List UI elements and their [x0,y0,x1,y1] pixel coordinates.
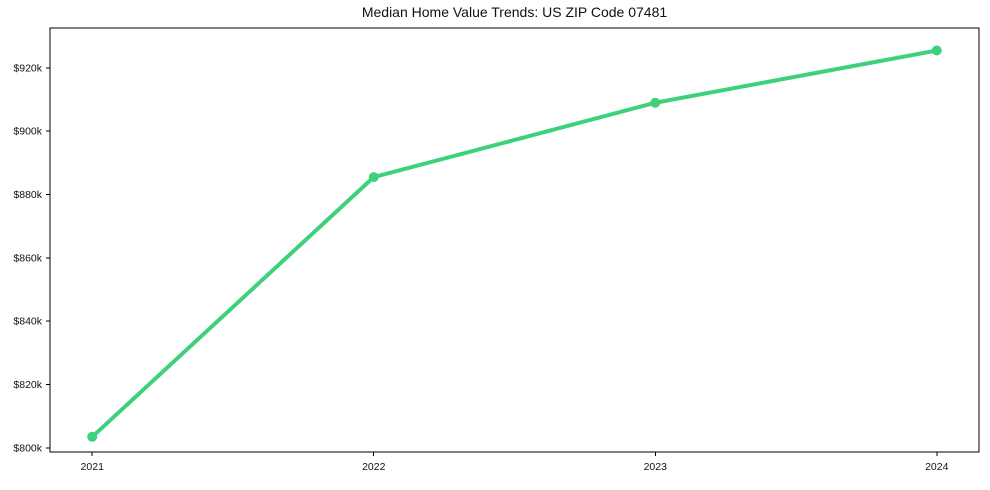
data-point-2024 [931,45,942,56]
data-point-2023 [650,97,661,108]
y-axis-tick-label: $880k [13,189,42,201]
plot-border [49,27,980,453]
y-axis-tick-label: $920k [13,62,42,74]
x-axis-tick-label: 2023 [644,461,668,473]
x-axis-tick-label: 2022 [362,461,386,473]
chart-title: Median Home Value Trends: US ZIP Code 07… [361,4,668,20]
y-axis-tick-label: $800k [13,442,42,454]
x-axis-tick-label: 2021 [81,461,105,473]
trend-line [90,48,939,439]
x-axis-tick-label: 2024 [925,461,949,473]
data-point-2021 [87,431,98,442]
y-axis-tick-label: $820k [13,379,42,391]
data-point-2022 [368,172,379,183]
y-axis-tick-label: $860k [13,252,42,264]
y-axis-tick-label: $840k [13,316,42,328]
y-axis-tick-label: $900k [13,126,42,138]
